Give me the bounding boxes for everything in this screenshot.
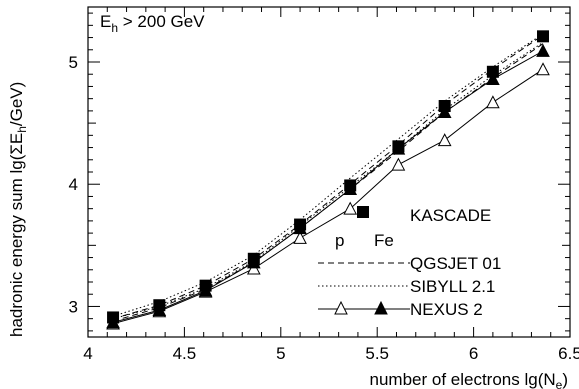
nexus-p-marker <box>343 201 358 215</box>
x-tick-label: 6 <box>469 344 478 363</box>
y-tick-label: 4 <box>69 175 78 194</box>
nexus-fe-marker <box>486 72 500 86</box>
curve-sibyll-fe <box>112 41 544 320</box>
legend-sibyll-label: SIBYLL 2.1 <box>410 277 495 296</box>
legend-nexus-fe-marker <box>374 300 388 315</box>
nexus-p-marker <box>437 133 452 147</box>
curve-nexus-p <box>112 68 544 325</box>
kascade-data-point <box>294 218 307 231</box>
x-axis-label-close: ) <box>562 370 568 389</box>
kascade-data-point <box>107 311 120 324</box>
curve-nexus-fe <box>112 50 544 323</box>
kascade-data-point <box>392 140 405 153</box>
legend-p-label: p <box>335 231 344 250</box>
kascade-data-point <box>153 299 166 312</box>
y-axis-label-main: hadronic energy sum lg(ΣE <box>7 133 26 337</box>
kascade-data-point <box>344 179 357 192</box>
annotation-e: E <box>100 12 111 31</box>
legend-kascade-marker <box>357 206 369 218</box>
annotation-rest: > 200 GeV <box>118 12 205 31</box>
data-markers <box>106 30 550 330</box>
nexus-p-marker <box>293 230 307 244</box>
nexus-p-marker <box>391 157 406 171</box>
legend-qgsjet-label: QGSJET 01 <box>410 254 501 273</box>
legend-fe-label: Fe <box>374 231 394 250</box>
x-axis-label: number of electrons lg(Ne) <box>370 370 569 389</box>
curve-qgsjet-p <box>112 34 544 320</box>
y-axis-label: hadronic energy sum lg(ΣEh/GeV) <box>7 82 29 337</box>
x-axis-label-sub: e <box>556 378 563 389</box>
y-tick-label: 5 <box>69 53 78 72</box>
nexus-p-marker <box>486 95 500 109</box>
x-tick-label: 5 <box>276 344 285 363</box>
legend-nexus-p-marker <box>334 300 348 315</box>
plot-frame <box>87 6 571 338</box>
model-curves <box>112 33 544 325</box>
nexus-fe-marker <box>536 43 550 57</box>
kascade-data-point <box>438 100 451 112</box>
annotation-sub: h <box>111 21 118 35</box>
kascade-data-point <box>199 279 212 292</box>
legend-kascade-label: KASCADE <box>410 206 491 225</box>
y-axis-label-sub: h <box>15 126 29 133</box>
legend: KASCADE p Fe QGSJET 01 SIBYLL 2.1 NEXUS … <box>318 206 501 319</box>
kascade-data-point <box>247 252 260 265</box>
nexus-p-marker <box>536 62 550 76</box>
kascade-data-point <box>486 65 499 78</box>
energy-threshold-annotation: Eh > 200 GeV <box>100 12 205 35</box>
kascade-data-point <box>537 30 550 43</box>
x-axis-label-main: number of electrons lg(N <box>370 370 556 389</box>
curve-sibyll-p <box>112 33 544 317</box>
axis-ticks: 4 4.5 5 5.5 6 6.5 3 4 5 <box>69 7 579 363</box>
x-tick-label: 5.5 <box>365 344 389 363</box>
x-tick-label: 6.5 <box>558 344 579 363</box>
x-tick-label: 4 <box>83 344 92 363</box>
x-tick-label: 4.5 <box>173 344 197 363</box>
legend-nexus-label: NEXUS 2 <box>410 300 483 319</box>
y-tick-label: 3 <box>69 297 78 316</box>
y-axis-label-close: /GeV) <box>7 82 26 126</box>
